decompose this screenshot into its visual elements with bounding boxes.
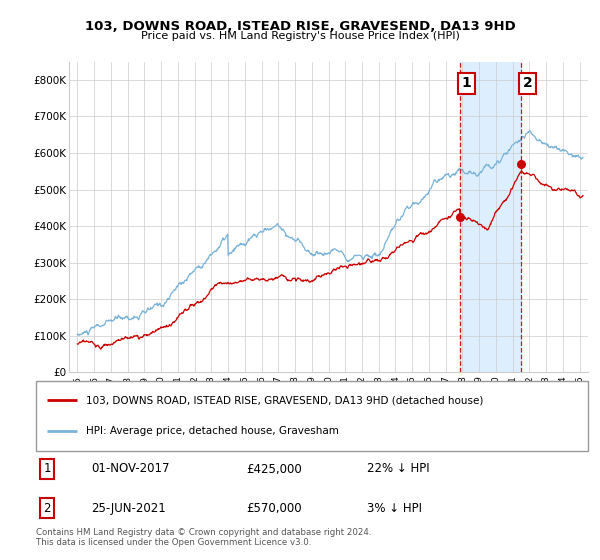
Point xyxy=(516,160,526,169)
Text: 22% ↓ HPI: 22% ↓ HPI xyxy=(367,463,430,475)
Text: 01-NOV-2017: 01-NOV-2017 xyxy=(91,463,170,475)
Text: 25-JUN-2021: 25-JUN-2021 xyxy=(91,502,166,515)
Text: HPI: Average price, detached house, Gravesham: HPI: Average price, detached house, Grav… xyxy=(86,426,338,436)
Text: 103, DOWNS ROAD, ISTEAD RISE, GRAVESEND, DA13 9HD: 103, DOWNS ROAD, ISTEAD RISE, GRAVESEND,… xyxy=(85,20,515,32)
Point xyxy=(455,212,464,221)
Text: 103, DOWNS ROAD, ISTEAD RISE, GRAVESEND, DA13 9HD (detached house): 103, DOWNS ROAD, ISTEAD RISE, GRAVESEND,… xyxy=(86,395,483,405)
Text: 3% ↓ HPI: 3% ↓ HPI xyxy=(367,502,422,515)
FancyBboxPatch shape xyxy=(36,381,588,451)
Text: Contains HM Land Registry data © Crown copyright and database right 2024.
This d: Contains HM Land Registry data © Crown c… xyxy=(36,528,371,547)
Text: 1: 1 xyxy=(461,76,471,90)
Text: 1: 1 xyxy=(43,463,51,475)
Text: Price paid vs. HM Land Registry's House Price Index (HPI): Price paid vs. HM Land Registry's House … xyxy=(140,31,460,41)
Text: £425,000: £425,000 xyxy=(246,463,302,475)
Bar xyxy=(460,62,521,372)
Text: £570,000: £570,000 xyxy=(246,502,301,515)
Text: 2: 2 xyxy=(523,76,532,90)
Text: 2: 2 xyxy=(43,502,51,515)
